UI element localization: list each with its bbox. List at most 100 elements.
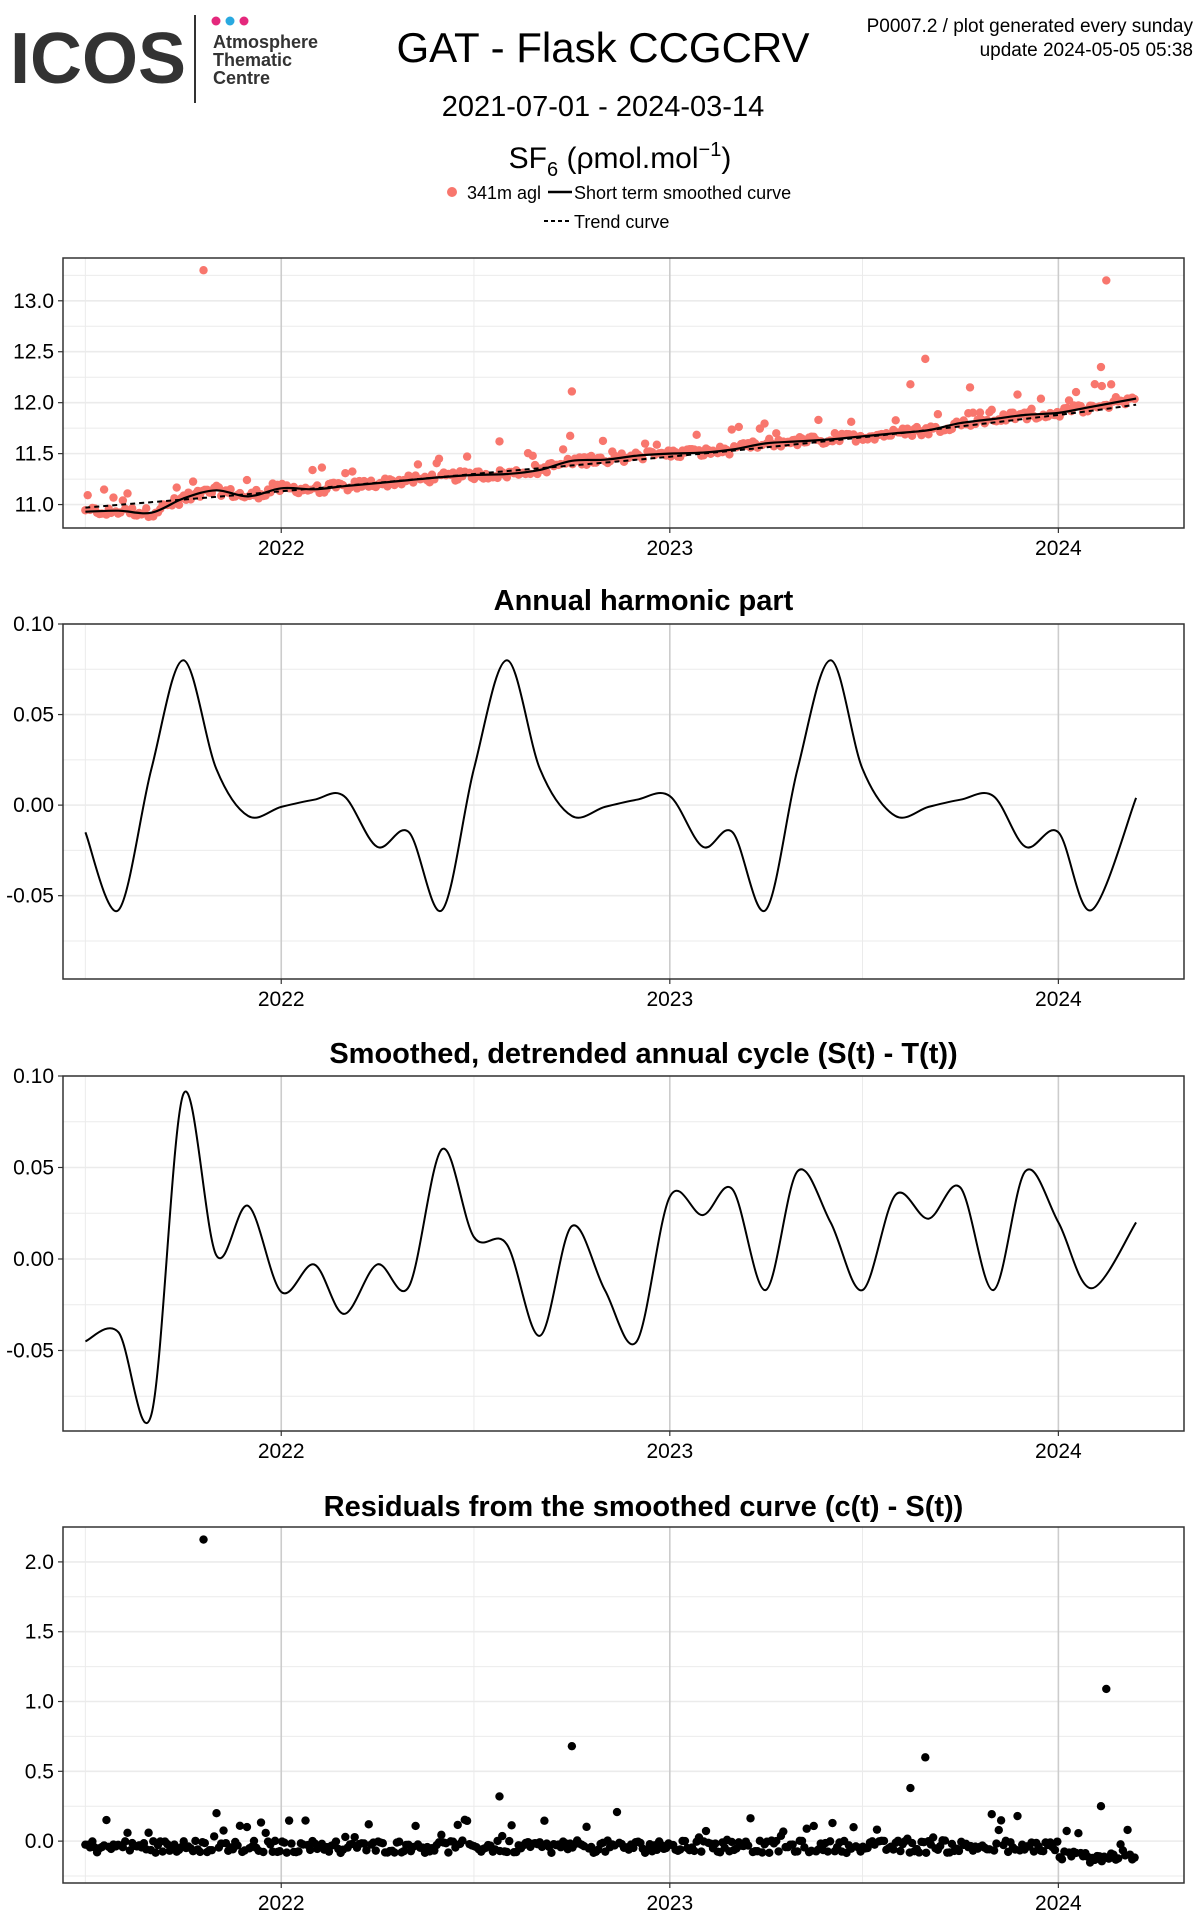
sample-point bbox=[341, 469, 350, 478]
harmonic-panel: Annual harmonic part -0.05 0.00 0.05 0.10 202… bbox=[6, 585, 1185, 1011]
residual-point bbox=[102, 1815, 111, 1825]
residual-point bbox=[690, 1846, 699, 1856]
residual-point bbox=[364, 1820, 373, 1829]
residual-point bbox=[823, 1847, 832, 1856]
y-tick-label: 0.5 bbox=[25, 1760, 54, 1783]
residual-point bbox=[502, 1847, 512, 1857]
residual-point bbox=[1114, 1854, 1123, 1863]
residual-point bbox=[872, 1825, 882, 1834]
panel-title: Annual harmonic part bbox=[494, 585, 794, 617]
residual-point bbox=[793, 1847, 802, 1856]
residual-point bbox=[906, 1783, 915, 1793]
residual-point bbox=[896, 1846, 905, 1856]
legend-trend-label: Trend curve bbox=[574, 212, 669, 232]
panel-border bbox=[62, 1075, 1185, 1432]
residual-point bbox=[540, 1816, 549, 1825]
sample-point bbox=[383, 482, 392, 491]
series-line bbox=[84, 1090, 1137, 1425]
residual-point bbox=[779, 1827, 788, 1836]
sample-point bbox=[814, 415, 823, 425]
residual-point bbox=[195, 1847, 205, 1857]
y-tick-label: 0.10 bbox=[13, 613, 54, 636]
residual-point bbox=[809, 1821, 818, 1831]
residual-point bbox=[242, 1822, 252, 1832]
sample-point bbox=[652, 440, 662, 449]
sample-point bbox=[1102, 276, 1111, 285]
residual-point bbox=[954, 1846, 964, 1856]
logo-text: ICOS bbox=[10, 19, 186, 99]
x-tick-label: 2024 bbox=[1035, 1892, 1082, 1915]
residual-point bbox=[987, 1810, 996, 1819]
meta-line-2: update 2024-05-05 05:38 bbox=[980, 40, 1193, 61]
y-tick-label: 12.0 bbox=[13, 392, 54, 415]
sample-point bbox=[975, 408, 985, 417]
residual-point bbox=[921, 1848, 931, 1857]
residual-point bbox=[711, 1839, 720, 1848]
residual-point bbox=[914, 1848, 924, 1857]
panel-title: Smoothed, detrended annual cycle (S(t) -… bbox=[329, 1038, 957, 1070]
residual-point bbox=[505, 1836, 514, 1846]
y-tick-label: 0.00 bbox=[13, 794, 54, 817]
y-tick-label: 1.0 bbox=[25, 1691, 54, 1714]
residual-point bbox=[453, 1820, 462, 1830]
sample-point bbox=[558, 445, 568, 454]
sample-point bbox=[469, 474, 479, 484]
residual-point bbox=[120, 1837, 130, 1846]
sample-point bbox=[542, 468, 551, 477]
y-tick-label: 12.5 bbox=[13, 341, 54, 364]
residual-point bbox=[411, 1821, 420, 1831]
sample-point bbox=[109, 493, 118, 502]
residual-point bbox=[362, 1846, 371, 1855]
sample-point bbox=[495, 437, 504, 446]
trend-curve bbox=[85, 403, 1137, 509]
unit-open: (ρmol.mol bbox=[558, 142, 698, 175]
residual-point bbox=[928, 1833, 938, 1842]
residual-point bbox=[849, 1822, 858, 1832]
residual-point bbox=[331, 1837, 341, 1846]
legend: 341m agl Short term smoothed curve Trend… bbox=[447, 183, 791, 232]
residual-point bbox=[547, 1848, 556, 1857]
panel-border bbox=[62, 257, 1185, 529]
residual-point bbox=[1102, 1684, 1111, 1694]
residual-point bbox=[123, 1828, 132, 1838]
panel-border bbox=[62, 623, 1185, 980]
sample-point bbox=[598, 436, 608, 446]
logo-dot-3 bbox=[239, 16, 249, 26]
x-tick-label: 2022 bbox=[258, 988, 305, 1011]
smoothed-curve bbox=[85, 397, 1137, 515]
icos-logo: ICOS Atmosphere Thematic Centre bbox=[10, 15, 318, 103]
date-range: 2021-07-01 - 2024-03-14 bbox=[442, 91, 764, 123]
residual-point bbox=[259, 1847, 268, 1857]
sample-point bbox=[692, 430, 701, 440]
sample-point bbox=[734, 422, 743, 432]
sample-point bbox=[118, 496, 128, 505]
sample-point bbox=[242, 475, 252, 485]
residual-point bbox=[444, 1848, 453, 1857]
residual-point bbox=[458, 1836, 467, 1845]
residual-point bbox=[151, 1848, 160, 1857]
x-tick-label: 2024 bbox=[1035, 537, 1082, 560]
residual-point bbox=[697, 1847, 706, 1856]
residual-point bbox=[1096, 1802, 1106, 1811]
residual-point bbox=[359, 1839, 369, 1848]
residual-point bbox=[350, 1832, 359, 1842]
sample-point bbox=[1090, 379, 1099, 389]
x-tick-label: 2022 bbox=[258, 537, 305, 560]
residual-point bbox=[305, 1845, 315, 1855]
logo-sub-1: Atmosphere bbox=[213, 32, 318, 52]
residual-point bbox=[144, 1828, 153, 1837]
residual-point bbox=[207, 1845, 217, 1855]
residual-point bbox=[1057, 1855, 1067, 1864]
residual-point bbox=[879, 1836, 889, 1846]
residual-points bbox=[81, 1535, 1139, 1867]
residual-point bbox=[746, 1814, 755, 1823]
sample-point bbox=[587, 451, 596, 461]
residual-point bbox=[743, 1841, 753, 1850]
residual-point bbox=[940, 1836, 950, 1845]
y-tick-label: 2.0 bbox=[25, 1551, 54, 1574]
species-sub: 6 bbox=[547, 159, 558, 181]
sample-point bbox=[83, 490, 92, 500]
residual-point bbox=[774, 1847, 783, 1856]
